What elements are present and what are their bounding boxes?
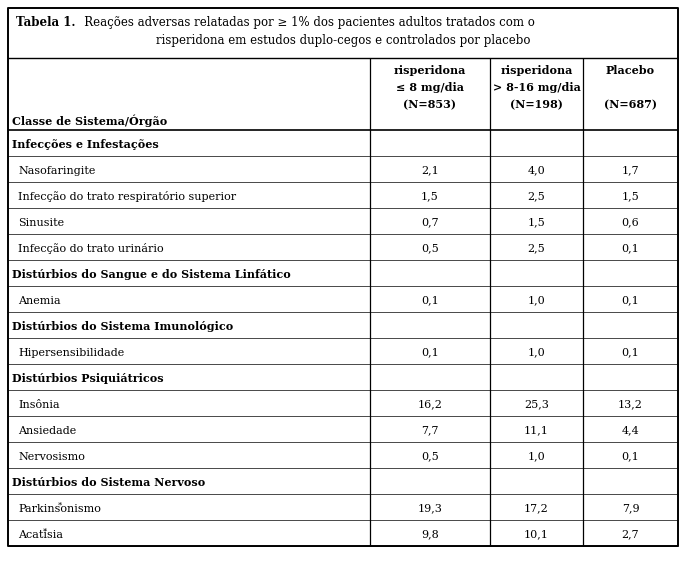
Text: Acatisia: Acatisia bbox=[18, 530, 63, 540]
Text: 0,1: 0,1 bbox=[622, 244, 639, 254]
Text: 2,7: 2,7 bbox=[622, 530, 639, 540]
Text: 1,7: 1,7 bbox=[622, 166, 639, 176]
Text: Placebo: Placebo bbox=[606, 65, 655, 76]
Text: Distúrbios do Sistema Nervoso: Distúrbios do Sistema Nervoso bbox=[12, 477, 205, 488]
Text: *: * bbox=[58, 502, 62, 509]
Text: 0,6: 0,6 bbox=[622, 218, 639, 228]
Text: 25,3: 25,3 bbox=[524, 400, 549, 410]
Text: 17,2: 17,2 bbox=[524, 504, 549, 513]
Text: 4,0: 4,0 bbox=[528, 166, 545, 176]
Text: Infecção do trato urinário: Infecção do trato urinário bbox=[18, 243, 164, 254]
Text: ≤ 8 mg/dia: ≤ 8 mg/dia bbox=[396, 82, 464, 93]
Text: Tabela 1.: Tabela 1. bbox=[16, 16, 75, 29]
Text: Nasofaringite: Nasofaringite bbox=[18, 166, 95, 176]
Text: Classe de Sistema/Órgão: Classe de Sistema/Órgão bbox=[12, 115, 167, 127]
Text: 0,7: 0,7 bbox=[421, 218, 439, 228]
Text: 7,9: 7,9 bbox=[622, 504, 639, 513]
Text: Insônia: Insônia bbox=[18, 400, 60, 410]
Text: Infecções e Infestações: Infecções e Infestações bbox=[12, 139, 158, 150]
Text: Distúrbios do Sistema Imunológico: Distúrbios do Sistema Imunológico bbox=[12, 321, 233, 332]
Text: 0,5: 0,5 bbox=[421, 452, 439, 462]
Text: Anemia: Anemia bbox=[18, 296, 60, 306]
Text: 1,5: 1,5 bbox=[622, 191, 639, 202]
Text: > 8-16 mg/dia: > 8-16 mg/dia bbox=[493, 82, 580, 93]
Text: Distúrbios do Sangue e do Sistema Linfático: Distúrbios do Sangue e do Sistema Linfát… bbox=[12, 269, 291, 279]
Text: 9,8: 9,8 bbox=[421, 530, 439, 540]
Text: Sinusite: Sinusite bbox=[18, 218, 64, 228]
Text: 0,1: 0,1 bbox=[622, 296, 639, 306]
Text: Distúrbios Psiquiátricos: Distúrbios Psiquiátricos bbox=[12, 373, 164, 383]
Text: 1,0: 1,0 bbox=[528, 348, 545, 358]
Text: 0,1: 0,1 bbox=[622, 452, 639, 462]
Text: 11,1: 11,1 bbox=[524, 425, 549, 436]
Text: (N=853): (N=853) bbox=[403, 99, 456, 110]
Text: 0,1: 0,1 bbox=[421, 348, 439, 358]
Text: risperidona: risperidona bbox=[394, 65, 466, 76]
Text: 10,1: 10,1 bbox=[524, 530, 549, 540]
Text: 0,5: 0,5 bbox=[421, 244, 439, 254]
Text: risperidona em estudos duplo-cegos e controlados por placebo: risperidona em estudos duplo-cegos e con… bbox=[156, 34, 530, 47]
Text: 2,5: 2,5 bbox=[528, 244, 545, 254]
Text: 1,0: 1,0 bbox=[528, 452, 545, 462]
Text: Reações adversas relatadas por ≥ 1% dos pacientes adultos tratados com o: Reações adversas relatadas por ≥ 1% dos … bbox=[73, 16, 535, 29]
Text: 1,0: 1,0 bbox=[528, 296, 545, 306]
Text: 2,5: 2,5 bbox=[528, 191, 545, 202]
Text: 4,4: 4,4 bbox=[622, 425, 639, 436]
Text: Infecção do trato respiratório superior: Infecção do trato respiratório superior bbox=[18, 191, 236, 202]
Text: 0,1: 0,1 bbox=[622, 348, 639, 358]
Text: Hipersensibilidade: Hipersensibilidade bbox=[18, 348, 124, 358]
Text: Parkinsonismo: Parkinsonismo bbox=[18, 504, 101, 513]
Text: 19,3: 19,3 bbox=[418, 504, 442, 513]
Text: 7,7: 7,7 bbox=[421, 425, 439, 436]
Text: risperidona: risperidona bbox=[500, 65, 573, 76]
Text: 13,2: 13,2 bbox=[618, 400, 643, 410]
Text: 1,5: 1,5 bbox=[421, 191, 439, 202]
Text: 1,5: 1,5 bbox=[528, 218, 545, 228]
Text: Nervosismo: Nervosismo bbox=[18, 452, 85, 462]
Text: Ansiedade: Ansiedade bbox=[18, 425, 76, 436]
Text: (N=198): (N=198) bbox=[510, 99, 563, 110]
Text: *: * bbox=[43, 528, 47, 536]
Text: (N=687): (N=687) bbox=[604, 99, 657, 110]
Text: 0,1: 0,1 bbox=[421, 296, 439, 306]
Text: 2,1: 2,1 bbox=[421, 166, 439, 176]
Text: 16,2: 16,2 bbox=[418, 400, 442, 410]
